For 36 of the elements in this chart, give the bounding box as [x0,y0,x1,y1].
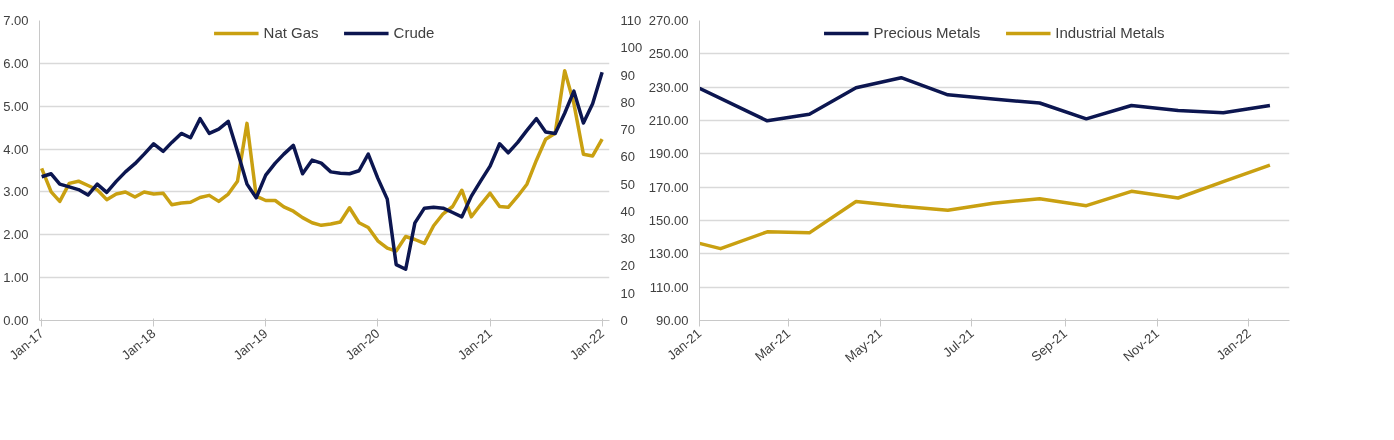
y2-tick-label: 60 [620,149,635,165]
y2-tick-label: 100 [620,40,643,56]
y2-tick-label: 30 [620,231,635,247]
y2-tick-label: 40 [620,203,635,219]
y2-tick-label: 0 [620,313,628,328]
line-series [699,75,1272,123]
y-tick-label: 6.00 [3,55,29,71]
y2-tick-label: 10 [620,285,635,301]
legend-label: Nat Gas [263,24,319,41]
y-tick-label: 5.00 [3,98,29,114]
legend-label: Industrial Metals [1055,24,1165,41]
y2-tick-label: 90 [620,67,635,83]
y-tick-label: 170.00 [648,179,689,195]
y-tick-label: 1.00 [3,270,29,286]
y2-tick-label: 80 [620,94,635,110]
y-tick-label: 110.00 [649,279,689,295]
y2-tick-label: 50 [620,176,635,192]
y-tick-label: 3.00 [3,184,29,200]
y-tick-label: 270.00 [648,13,689,28]
y-tick-label: 90.00 [655,313,689,328]
y-tick-label: 190.00 [648,146,689,162]
y-tick-label: 0.00 [3,313,29,328]
legend-label: Precious Metals [873,24,981,41]
y2-tick-label: 70 [620,122,635,138]
y2-tick-label: 110 [620,13,642,28]
line-series [699,163,1272,251]
y-tick-label: 4.00 [3,141,29,157]
y-tick-label: 230.00 [648,79,689,95]
y-tick-label: 150.00 [648,213,689,228]
y-tick-label: 130.00 [648,246,689,262]
y-tick-label: 7.00 [3,13,29,28]
y-tick-label: 210.00 [648,113,689,128]
y2-tick-label: 20 [620,258,635,274]
legend-label: Crude [393,24,435,41]
y-tick-label: 250.00 [648,46,689,62]
y-tick-label: 2.00 [3,227,29,243]
